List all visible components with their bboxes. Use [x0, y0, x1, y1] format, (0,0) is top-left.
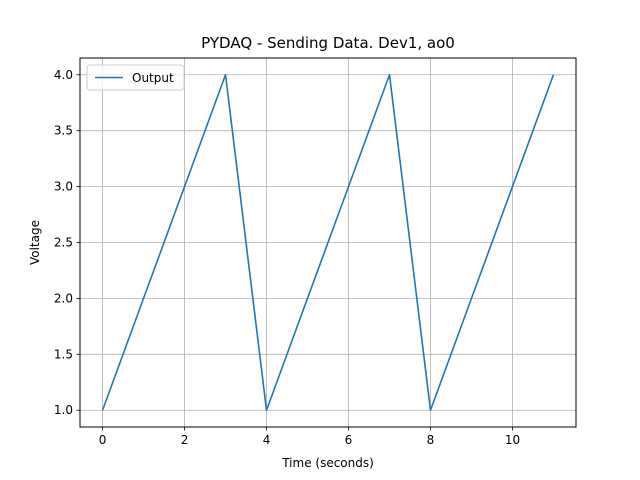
- chart-title: PYDAQ - Sending Data. Dev1, ao0: [201, 34, 455, 52]
- ticks: 0 2 4 6 8 10 1.0 1.5 2.0 2.5 3.0 3.5 4.0: [54, 68, 520, 447]
- y-tick-label: 1.0: [54, 403, 73, 417]
- y-tick-label: 2.0: [54, 291, 73, 305]
- y-tick-label: 4.0: [54, 68, 73, 82]
- legend: Output: [86, 64, 185, 91]
- y-tick-label: 1.5: [54, 347, 73, 361]
- y-tick-label: 3.0: [54, 180, 73, 194]
- y-tick-label: 3.5: [54, 124, 73, 138]
- x-axis-label: Time (seconds): [281, 456, 374, 470]
- x-tick-label: 2: [181, 433, 189, 447]
- legend-label: Output: [132, 71, 174, 85]
- y-axis-label: Voltage: [28, 220, 42, 265]
- x-tick-label: 0: [99, 433, 107, 447]
- x-tick-label: 4: [263, 433, 271, 447]
- x-tick-label: 10: [505, 433, 520, 447]
- legend-box: [86, 64, 185, 91]
- x-tick-label: 6: [345, 433, 353, 447]
- x-tick-label: 8: [427, 433, 435, 447]
- y-tick-label: 2.5: [54, 236, 73, 250]
- series-line-output: [101, 73, 555, 412]
- series-layer: [101, 73, 555, 412]
